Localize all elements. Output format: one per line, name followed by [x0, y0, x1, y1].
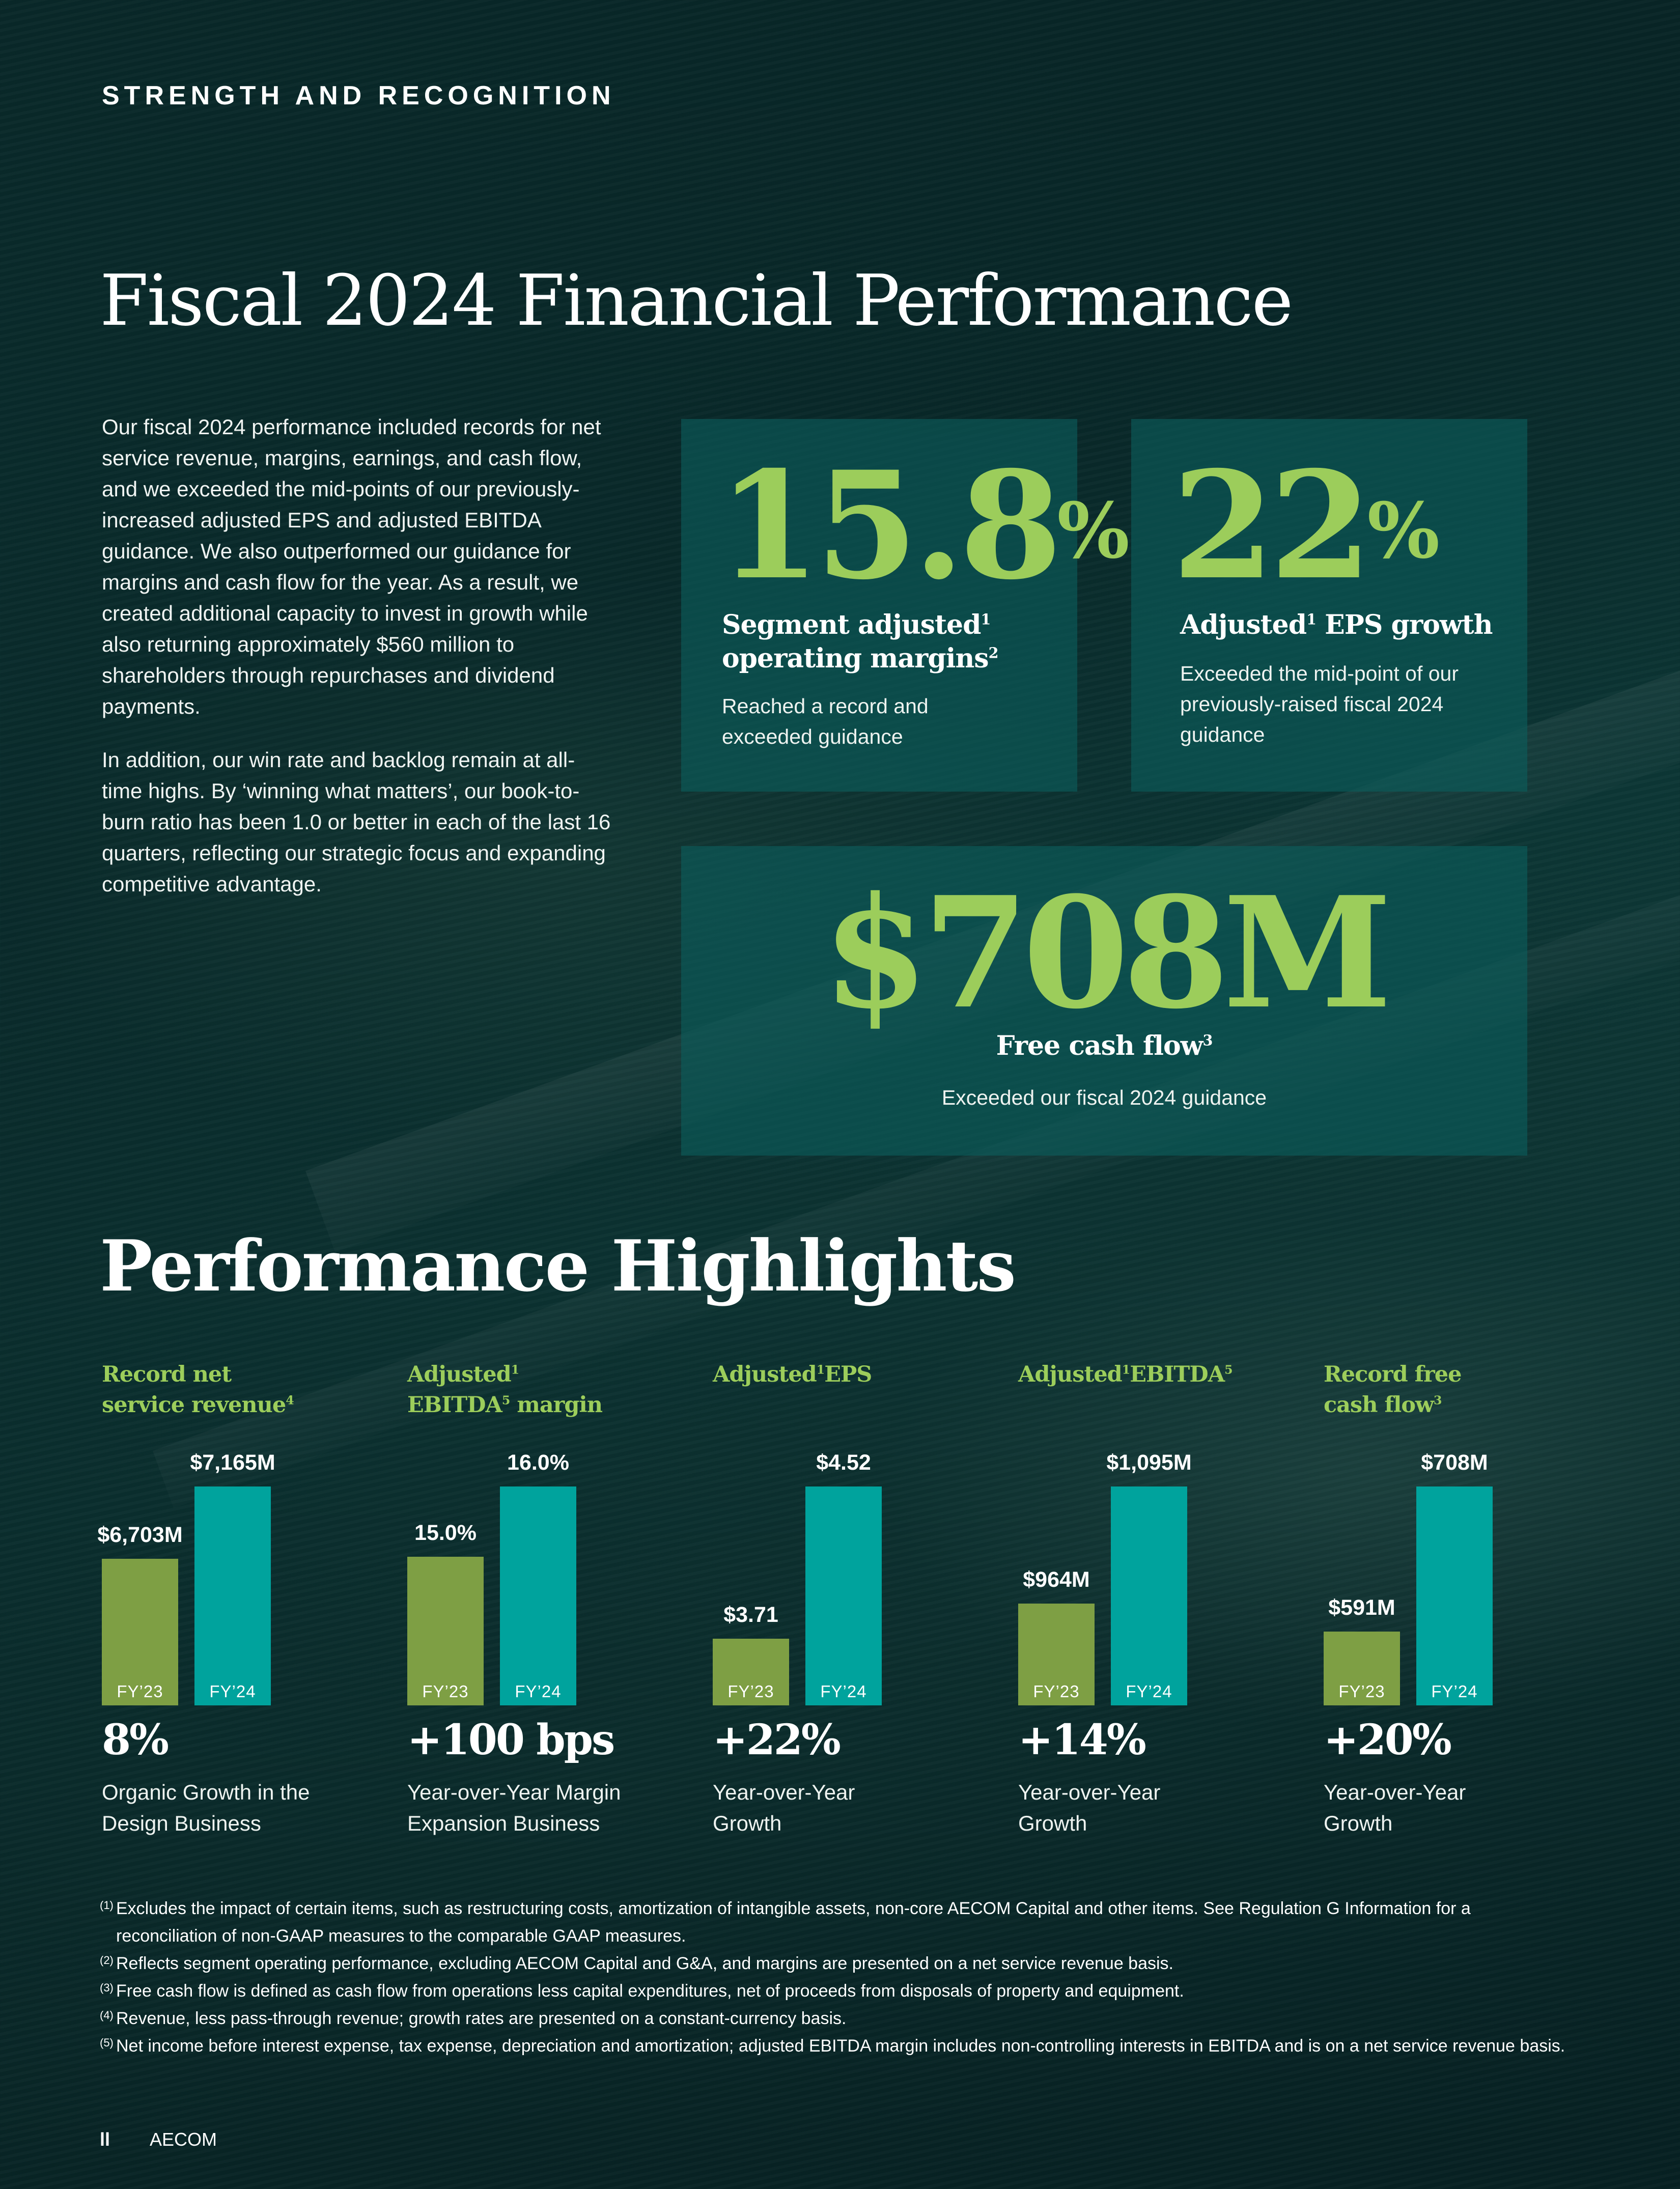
stat-value: 15.8%: [718, 439, 1130, 612]
fy24-value-label: 16.0%: [507, 1450, 569, 1475]
bar-fy24: FY’24: [1416, 1486, 1493, 1705]
bar-label: FY’23: [1338, 1682, 1385, 1701]
footnote: (2) Reflects segment operating performanc…: [100, 1954, 1174, 1973]
growth-value: +100 bps: [407, 1716, 615, 1764]
bar-label: FY’24: [515, 1682, 562, 1701]
fy23-value-label: $6,703M: [97, 1523, 183, 1547]
metric-net-service-revenue: Record net service revenue4 $6,703M $7,1…: [97, 1359, 387, 1835]
bar-fy24: FY’24: [500, 1486, 576, 1705]
bar-fy23: FY’23: [1324, 1632, 1400, 1705]
bar-fy24: FY’24: [194, 1486, 271, 1705]
fy24-value-label: $708M: [1421, 1450, 1488, 1475]
stat-description: Exceeded the mid-point of our previously…: [1180, 662, 1459, 746]
page-footer: ll AECOM: [100, 2129, 217, 2150]
bar-chart: 15.0% 16.0% FY’23 FY’24: [407, 1446, 692, 1705]
metric-free-cash-flow: Record free cash flow3 $591M $708M FY’23…: [1324, 1359, 1609, 1835]
growth-value: 8%: [102, 1716, 169, 1764]
bar-chart: $964M $1,095M FY’23 FY’24: [1018, 1446, 1303, 1705]
bar-fy23: FY’23: [102, 1559, 178, 1705]
metric-title: Adjusted1EPS: [713, 1362, 872, 1387]
bar-fy23: FY’23: [407, 1557, 484, 1705]
footnote: (4) Revenue, less pass-through revenue; g…: [100, 2009, 847, 2028]
bar-chart: $591M $708M FY’23 FY’24: [1324, 1446, 1609, 1705]
metric-title: Record net service revenue4: [102, 1362, 294, 1418]
fy23-value-label: 15.0%: [414, 1521, 477, 1545]
page-title: Fiscal 2024 Financial Performance: [100, 260, 1293, 342]
fy23-value-label: $3.71: [723, 1603, 778, 1627]
bar-label: FY’24: [1431, 1682, 1478, 1701]
bar-fy23: FY’23: [713, 1639, 789, 1705]
metric-title: Adjusted1 EBITDA5 margin: [407, 1362, 603, 1418]
page-number: ll: [100, 2129, 110, 2150]
fy23-value-label: $964M: [1023, 1567, 1090, 1592]
metric-title: Adjusted1EBITDA5: [1018, 1362, 1233, 1387]
growth-value: +22%: [713, 1716, 841, 1764]
section-title: Performance Highlights: [100, 1224, 1016, 1307]
growth-value: +20%: [1324, 1716, 1452, 1764]
stat-title: Segment adjusted1 operating margins2: [722, 609, 998, 674]
fy24-value-label: $4.52: [816, 1450, 871, 1475]
metric-adjusted-ebitda: Adjusted1EBITDA5 $964M $1,095M FY’23 FY’…: [1018, 1359, 1303, 1835]
intro-paragraph: Our fiscal 2024 performance included rec…: [102, 415, 601, 718]
bar-fy24: FY’24: [1111, 1486, 1187, 1705]
fy24-value-label: $1,095M: [1106, 1450, 1192, 1475]
bar-chart: $3.71 $4.52 FY’23 FY’24: [713, 1446, 998, 1705]
footnote: (3) Free cash flow is defined as cash flo…: [100, 1981, 1184, 2001]
metric-ebitda-margin: Adjusted1 EBITDA5 margin 15.0% 16.0% FY’…: [407, 1359, 692, 1835]
bar-fy24: FY’24: [805, 1486, 882, 1705]
footnote: (1) Excludes the impact of certain items,…: [100, 1899, 1471, 1946]
footnote: (5) Net income before interest expense, t…: [100, 2036, 1565, 2056]
bar-label: FY’23: [422, 1682, 469, 1701]
metric-adjusted-eps: Adjusted1EPS $3.71 $4.52 FY’23 FY’24 +22…: [713, 1359, 998, 1835]
bar-label: FY’23: [727, 1682, 774, 1701]
stat-card-free-cash-flow: $708M Free cash flow3 Exceeded our fisca…: [681, 846, 1527, 1156]
bar-label: FY’23: [117, 1682, 163, 1701]
growth-value: +14%: [1018, 1716, 1146, 1764]
bar-label: FY’23: [1033, 1682, 1080, 1701]
brand-name: AECOM: [150, 2129, 217, 2150]
stat-description: Exceeded our fiscal 2024 guidance: [941, 1086, 1267, 1109]
stat-description: Reached a record and exceeded guidance: [722, 694, 929, 748]
bar-label: FY’24: [820, 1682, 867, 1701]
intro-text: Our fiscal 2024 performance included rec…: [102, 411, 611, 922]
intro-paragraph: In addition, our win rate and backlog re…: [102, 748, 611, 896]
stat-value: $708M: [822, 863, 1392, 1043]
growth-description: Year-over-Year Growth: [1324, 1780, 1466, 1835]
stat-card-eps: 22% Adjusted1 EPS growth Exceeded the mi…: [1131, 419, 1527, 792]
bar-fy23: FY’23: [1018, 1604, 1095, 1705]
fy24-value-label: $7,165M: [190, 1450, 275, 1475]
stat-value: 22%: [1172, 439, 1440, 612]
fy23-value-label: $591M: [1328, 1595, 1395, 1620]
stat-title: Adjusted1 EPS growth: [1180, 609, 1493, 640]
stat-card-margin: 15.8% Segment adjusted1 operating margin…: [681, 419, 1130, 792]
eyebrow-label: STRENGTH AND RECOGNITION: [102, 81, 615, 110]
bar-label: FY’24: [1126, 1682, 1172, 1701]
growth-description: Year-over-Year Margin Expansion Business: [407, 1780, 621, 1835]
bar-chart: $6,703M $7,165M FY’23 FY’24: [97, 1446, 387, 1705]
growth-description: Organic Growth in the Design Business: [102, 1780, 310, 1835]
metric-title: Record free cash flow3: [1324, 1362, 1462, 1418]
growth-description: Year-over-Year Growth: [713, 1780, 855, 1835]
bar-label: FY’24: [209, 1682, 256, 1701]
growth-description: Year-over-Year Growth: [1018, 1780, 1161, 1835]
footnotes: (1) Excludes the impact of certain items,…: [100, 1895, 1576, 2060]
stat-title: Free cash flow3: [996, 1030, 1213, 1061]
